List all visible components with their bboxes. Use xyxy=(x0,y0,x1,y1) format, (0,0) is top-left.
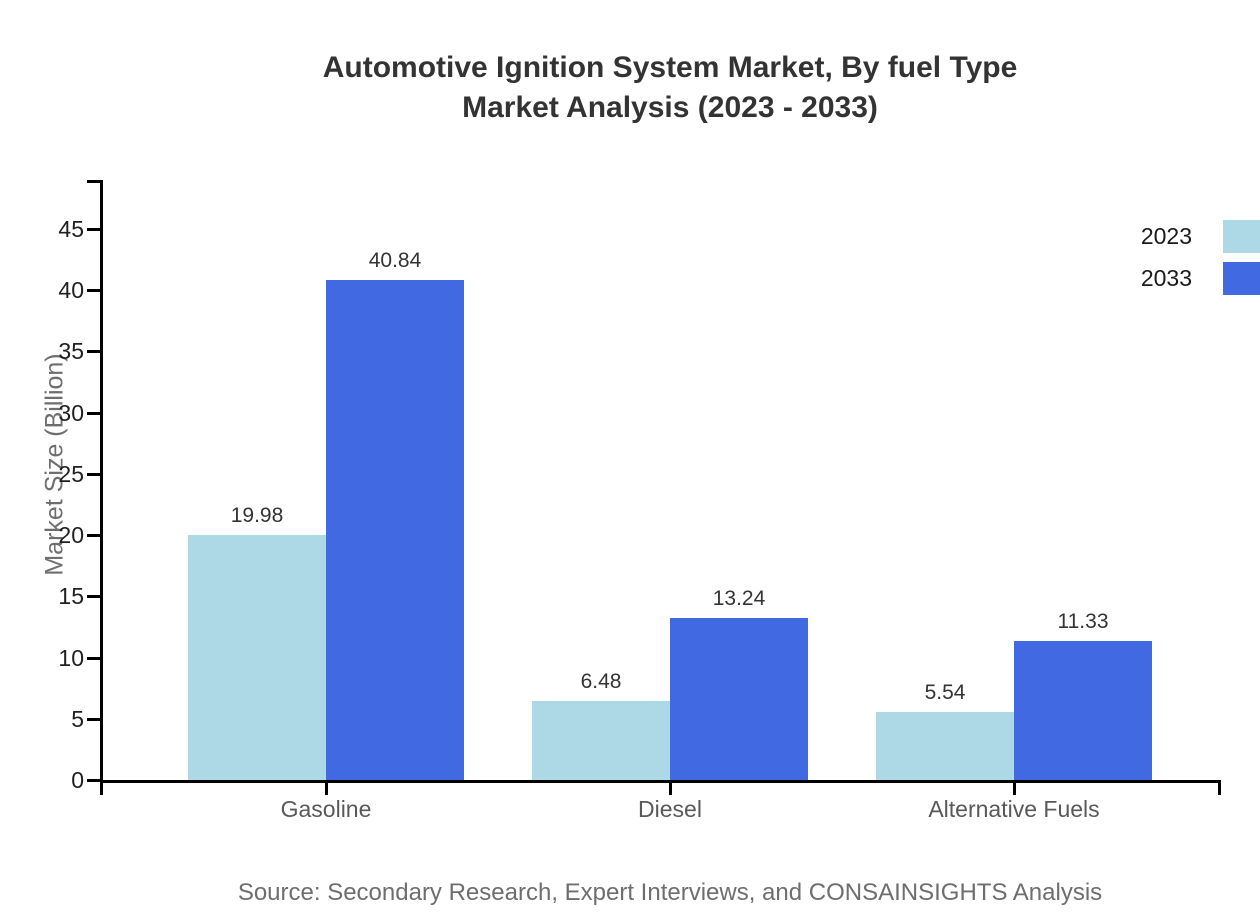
y-tick-label: 5 xyxy=(71,706,84,732)
x-category-label-gasoline: Gasoline xyxy=(280,796,372,822)
y-tick-label: 15 xyxy=(58,583,84,609)
x-tick-mark xyxy=(1013,783,1016,795)
legend-label-2023: 2023 xyxy=(1140,223,1192,249)
legend-item-2023: 2023 xyxy=(1072,220,1260,253)
y-tick-mark xyxy=(87,657,100,660)
y-tick-label: 45 xyxy=(58,216,84,242)
source-note: Source: Secondary Research, Expert Inter… xyxy=(237,879,1103,906)
y-tick-label: 10 xyxy=(58,645,84,671)
y-tick-label: 40 xyxy=(58,277,84,303)
legend-label-2033: 2033 xyxy=(1140,265,1192,291)
y-tick-label: 20 xyxy=(58,522,84,548)
y-tick-mark xyxy=(87,718,100,721)
x-category-label-diesel: Diesel xyxy=(638,796,702,822)
x-tick-mark xyxy=(669,783,672,795)
legend-swatch-2033 xyxy=(1223,262,1260,295)
y-tick-mark xyxy=(87,473,100,476)
bar-value-label: 40.84 xyxy=(368,249,422,272)
chart-title: Automotive Ignition System Market, By fu… xyxy=(80,48,1260,128)
y-axis-line xyxy=(100,180,103,784)
y-tick-mark xyxy=(87,412,100,415)
x-category-label-alternative-fuels: Alternative Fuels xyxy=(928,796,1100,822)
bar-2023-alternative-fuels xyxy=(876,712,1014,780)
x-tick-mark xyxy=(325,783,328,795)
y-tick-mark xyxy=(87,228,100,231)
legend-item-2033: 2033 xyxy=(1072,262,1260,295)
y-tick-mark xyxy=(87,779,100,782)
y-tick-label: 0 xyxy=(71,767,84,793)
y-axis-end-tick xyxy=(87,180,100,183)
bar-value-label: 6.48 xyxy=(580,670,622,693)
bar-2033-alternative-fuels xyxy=(1014,641,1152,780)
bar-2033-gasoline xyxy=(326,280,464,780)
y-tick-mark xyxy=(87,350,100,353)
y-tick-label: 25 xyxy=(58,461,84,487)
bar-value-label: 19.98 xyxy=(230,504,284,527)
y-tick-label: 35 xyxy=(58,338,84,364)
bar-2023-gasoline xyxy=(188,535,326,780)
bar-value-label: 13.24 xyxy=(712,587,766,610)
x-tick-mark xyxy=(100,783,103,795)
chart-title-line2: Market Analysis (2023 - 2033) xyxy=(462,91,878,124)
y-tick-mark xyxy=(87,595,100,598)
bar-2033-diesel xyxy=(670,618,808,780)
x-tick-mark xyxy=(1218,783,1221,795)
y-tick-label: 30 xyxy=(58,400,84,426)
chart-title-line1: Automotive Ignition System Market, By fu… xyxy=(322,51,1018,84)
y-tick-mark xyxy=(87,534,100,537)
x-axis-line xyxy=(100,780,1221,783)
bar-value-label: 5.54 xyxy=(924,681,966,704)
bar-2023-diesel xyxy=(532,701,670,780)
legend-swatch-2023 xyxy=(1223,220,1260,253)
bar-value-label: 11.33 xyxy=(1057,610,1109,633)
y-tick-mark xyxy=(87,289,100,292)
